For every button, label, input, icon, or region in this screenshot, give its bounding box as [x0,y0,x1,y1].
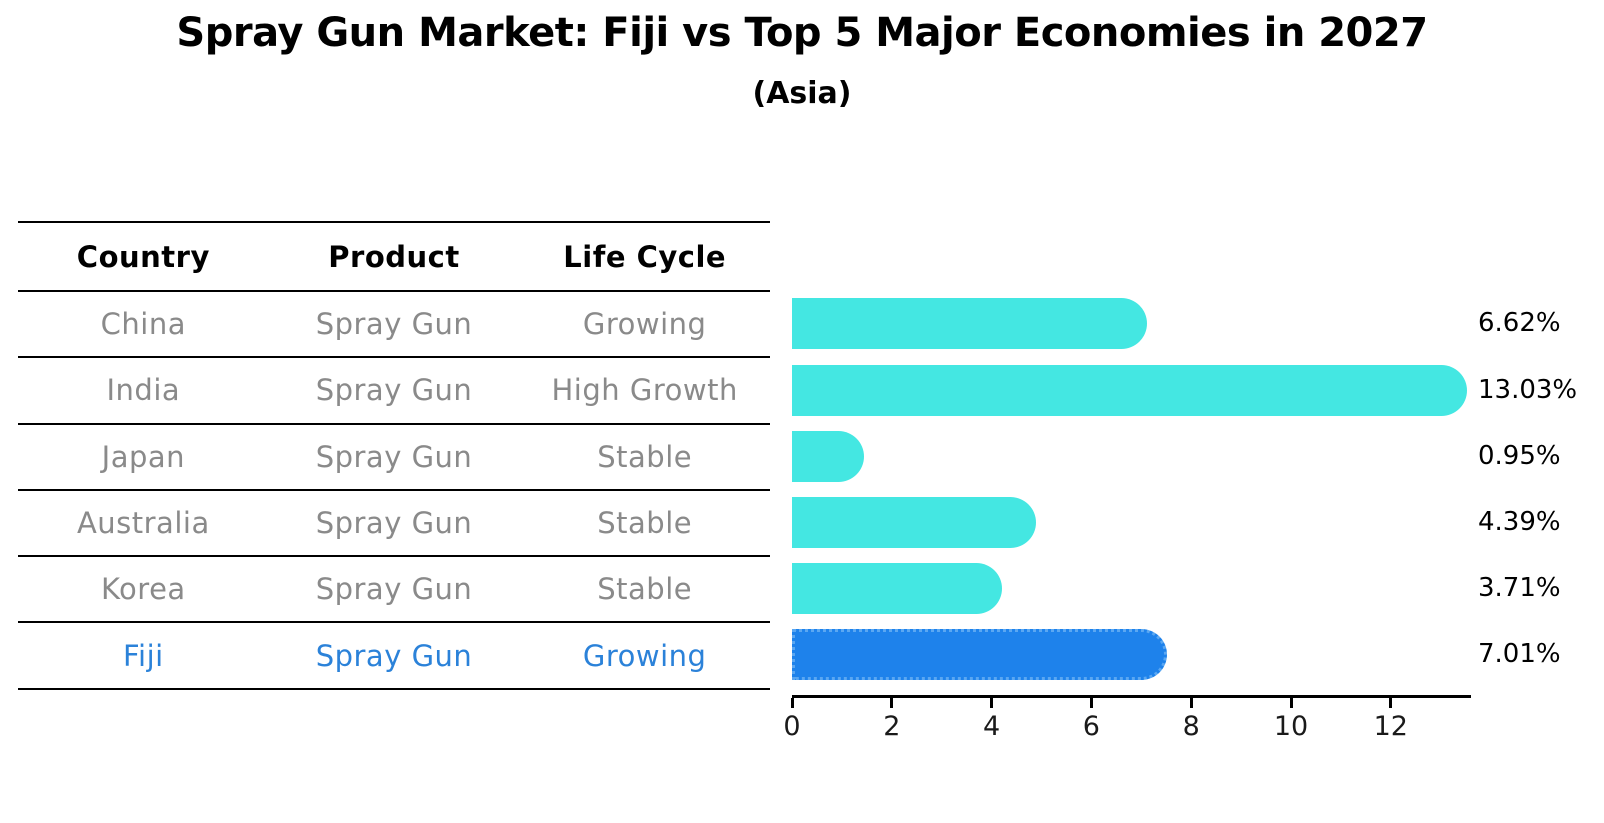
value-label: 13.03% [1478,374,1578,405]
cell-product: Spray Gun [315,373,473,408]
cell-life-cycle: Stable [597,572,693,607]
x-axis-line [792,695,1471,698]
column-header-country: Country [76,239,210,274]
cell-country: India [106,373,181,408]
bar-fiji-highlighted [792,629,1167,680]
cell-life-cycle: Growing [582,638,707,673]
cell-country: China [100,307,186,342]
column-header-life-cycle: Life Cycle [563,239,727,274]
x-axis-tick-label: 4 [983,711,1001,742]
table-header-row: Country Product Life Cycle [18,223,770,292]
value-label: 4.39% [1478,506,1561,537]
bar-korea [792,562,1003,614]
x-axis-tick-label: 2 [883,711,901,742]
table-row: Australia Spray Gun Stable [18,491,770,558]
table-row: Japan Spray Gun Stable [18,425,770,491]
table-row-fiji-highlight: Fiji Spray Gun Growing [18,623,770,690]
value-label: 0.95% [1478,440,1561,471]
x-axis-tick-label: 8 [1182,711,1200,742]
column-header-product: Product [328,239,460,274]
cell-life-cycle: Growing [582,307,707,342]
cell-life-cycle: High Growth [551,373,738,408]
table-row: China Spray Gun Growing [18,292,770,359]
x-axis-tick [1189,698,1193,708]
cell-product: Spray Gun [315,638,473,673]
x-axis-tick [1289,698,1293,708]
x-axis-tick [990,698,994,708]
chart-subtitle: (Asia) [752,76,852,111]
cell-country: Fiji [122,638,164,673]
cell-life-cycle: Stable [597,439,693,474]
cell-country: Korea [100,572,186,607]
x-axis-tick [890,698,894,708]
country-table: Country Product Life Cycle China Spray G… [18,221,770,690]
x-axis-tick [1389,698,1393,708]
x-axis-tick [1089,698,1093,708]
bar-australia [792,496,1037,548]
x-axis-tick-label: 6 [1082,711,1100,742]
cell-country: Australia [76,506,210,541]
cell-life-cycle: Stable [597,506,693,541]
bar-india [792,364,1468,416]
cell-product: Spray Gun [315,439,473,474]
x-axis-tick-label: 12 [1373,711,1408,742]
bar-japan [792,430,865,482]
x-axis-tick-label: 0 [783,711,801,742]
x-axis-tick [790,698,794,708]
cell-country: Japan [101,439,186,474]
value-label: 3.71% [1478,572,1561,603]
table-row: Korea Spray Gun Stable [18,557,770,624]
x-axis-tick-label: 10 [1273,711,1309,742]
bar-china [792,298,1148,349]
value-label: 6.62% [1478,308,1561,338]
cell-product: Spray Gun [315,572,473,607]
table-row: India Spray Gun High Growth [18,358,770,425]
value-label: 7.01% [1478,639,1561,669]
cell-product: Spray Gun [315,506,473,541]
cell-product: Spray Gun [315,307,473,342]
chart-title: Spray Gun Market: Fiji vs Top 5 Major Ec… [176,10,1428,56]
